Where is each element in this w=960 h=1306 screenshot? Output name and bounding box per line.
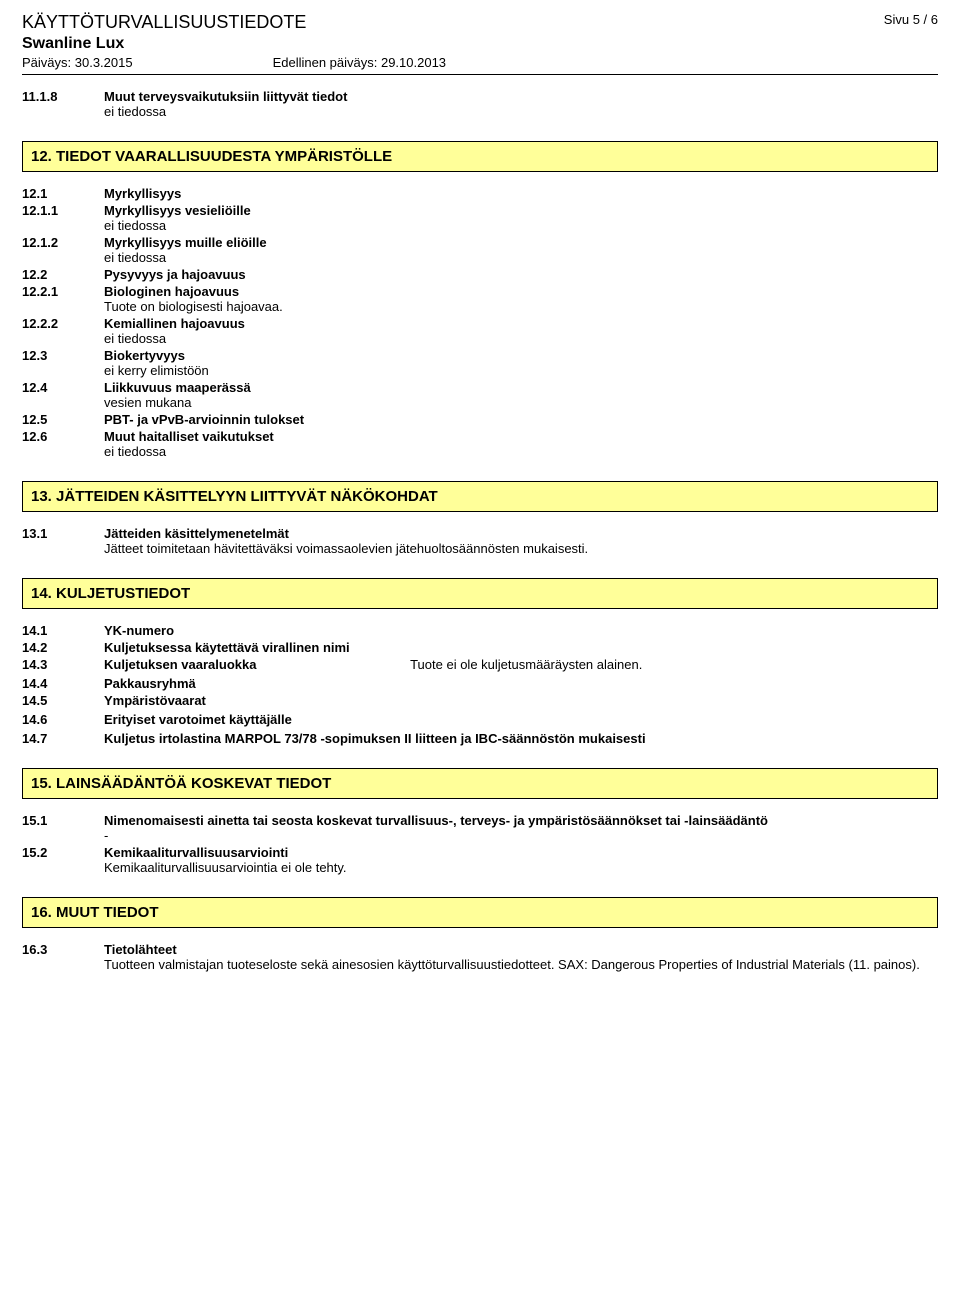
entry-label: Ympäristövaarat: [104, 693, 206, 708]
entry-text: ei tiedossa: [104, 218, 938, 233]
entry-12-1: 12.1 Myrkyllisyys: [22, 186, 938, 201]
entry-label: Pakkausryhmä: [104, 676, 196, 691]
entry-text: -: [104, 828, 938, 843]
entry-num: 12.1.2: [22, 235, 104, 265]
entry-label: Biokertyvyys: [104, 348, 185, 363]
entry-label: Muut terveysvaikutuksiin liittyvät tiedo…: [104, 89, 347, 104]
date-previous: Edellinen päiväys: 29.10.2013: [273, 55, 446, 70]
entry-label: Jätteiden käsittelymenetelmät: [104, 526, 289, 541]
entry-13-1: 13.1 Jätteiden käsittelymenetelmät Jätte…: [22, 526, 938, 556]
entry-14-3: 14.3 Kuljetuksen vaaraluokka Tuote ei ol…: [22, 657, 938, 672]
entry-16-3: 16.3 Tietolähteet Tuotteen valmistajan t…: [22, 942, 938, 972]
entry-label: Kuljetus irtolastina MARPOL 73/78 -sopim…: [104, 731, 646, 746]
entry-14-4: 14.4 Pakkausryhmä: [22, 676, 938, 691]
entry-num: 12.6: [22, 429, 104, 459]
entry-num: 12.5: [22, 412, 104, 427]
section-16-banner: 16. MUUT TIEDOT: [22, 897, 938, 928]
entry-num: 14.1: [22, 623, 104, 638]
entry-label: YK-numero: [104, 623, 174, 638]
entry-label: Kuljetuksen vaaraluokka: [104, 657, 256, 672]
entry-num: 14.5: [22, 693, 104, 708]
entry-label: Kuljetuksessa käytettävä virallinen nimi: [104, 640, 350, 655]
entry-15-1: 15.1 Nimenomaisesti ainetta tai seosta k…: [22, 813, 938, 843]
section-15-banner: 15. LAINSÄÄDÄNTÖÄ KOSKEVAT TIEDOT: [22, 768, 938, 799]
entry-num: 12.2.2: [22, 316, 104, 346]
header-divider: [22, 74, 938, 75]
entry-11-1-8: 11.1.8 Muut terveysvaikutuksiin liittyvä…: [22, 89, 938, 119]
entry-num: 15.2: [22, 845, 104, 875]
entry-label: Nimenomaisesti ainetta tai seosta koskev…: [104, 813, 768, 828]
entry-14-5: 14.5 Ympäristövaarat: [22, 693, 938, 708]
entry-text: Tuotteen valmistajan tuoteseloste sekä a…: [104, 957, 938, 972]
entry-label: Kemikaaliturvallisuusarviointi: [104, 845, 288, 860]
doc-header: KÄYTTÖTURVALLISUUSTIEDOTE Sivu 5 / 6: [22, 12, 938, 33]
entry-num: 13.1: [22, 526, 104, 556]
entry-num: 14.4: [22, 676, 104, 691]
entry-num: 11.1.8: [22, 89, 104, 119]
entry-text: Tuote on biologisesti hajoavaa.: [104, 299, 938, 314]
entry-num: 14.3: [22, 657, 104, 672]
entry-num: 14.6: [22, 712, 104, 727]
entry-12-1-1: 12.1.1 Myrkyllisyys vesieliöille ei tied…: [22, 203, 938, 233]
entry-14-2: 14.2 Kuljetuksessa käytettävä virallinen…: [22, 640, 938, 655]
entry-text: ei tiedossa: [104, 331, 938, 346]
entry-14-1: 14.1 YK-numero: [22, 623, 938, 638]
entry-num: 16.3: [22, 942, 104, 972]
entry-14-6: 14.6 Erityiset varotoimet käyttäjälle: [22, 712, 938, 727]
entry-text: vesien mukana: [104, 395, 938, 410]
entry-num: 12.3: [22, 348, 104, 378]
entry-12-6: 12.6 Muut haitalliset vaikutukset ei tie…: [22, 429, 938, 459]
entry-text: Kemikaaliturvallisuusarviointia ei ole t…: [104, 860, 938, 875]
entry-num: 12.2.1: [22, 284, 104, 314]
entry-num: 12.1.1: [22, 203, 104, 233]
entry-label: Myrkyllisyys vesieliöille: [104, 203, 251, 218]
entry-12-4: 12.4 Liikkuvuus maaperässä vesien mukana: [22, 380, 938, 410]
entry-label: PBT- ja vPvB-arvioinnin tulokset: [104, 412, 304, 427]
entry-label: Muut haitalliset vaikutukset: [104, 429, 274, 444]
date-row: Päiväys: 30.3.2015 Edellinen päiväys: 29…: [22, 55, 938, 70]
entry-label: Kemiallinen hajoavuus: [104, 316, 245, 331]
entry-12-3: 12.3 Biokertyvyys ei kerry elimistöön: [22, 348, 938, 378]
entry-num: 12.1: [22, 186, 104, 201]
entry-label: Myrkyllisyys muille eliöille: [104, 235, 267, 250]
entry-label: Myrkyllisyys: [104, 186, 181, 201]
entry-text: Jätteet toimitetaan hävitettäväksi voima…: [104, 541, 938, 556]
entry-num: 15.1: [22, 813, 104, 843]
doc-title: KÄYTTÖTURVALLISUUSTIEDOTE: [22, 12, 306, 33]
entry-num: 14.2: [22, 640, 104, 655]
entry-text: ei tiedossa: [104, 250, 938, 265]
page-number: Sivu 5 / 6: [884, 12, 938, 27]
entry-num: 14.7: [22, 731, 104, 746]
section-14-banner: 14. KULJETUSTIEDOT: [22, 578, 938, 609]
product-name: Swanline Lux: [22, 35, 938, 53]
entry-label: Pysyvyys ja hajoavuus: [104, 267, 246, 282]
entry-label: Liikkuvuus maaperässä: [104, 380, 251, 395]
entry-14-7: 14.7 Kuljetus irtolastina MARPOL 73/78 -…: [22, 731, 938, 746]
entry-side-text: Tuote ei ole kuljetusmääräysten alainen.: [410, 657, 642, 672]
entry-num: 12.4: [22, 380, 104, 410]
entry-12-5: 12.5 PBT- ja vPvB-arvioinnin tulokset: [22, 412, 938, 427]
section-12-banner: 12. TIEDOT VAARALLISUUDESTA YMPÄRISTÖLLE: [22, 141, 938, 172]
entry-text: ei tiedossa: [104, 444, 938, 459]
section-13-banner: 13. JÄTTEIDEN KÄSITTELYYN LIITTYVÄT NÄKÖ…: [22, 481, 938, 512]
entry-text: ei tiedossa: [104, 104, 938, 119]
entry-12-1-2: 12.1.2 Myrkyllisyys muille eliöille ei t…: [22, 235, 938, 265]
entry-12-2: 12.2 Pysyvyys ja hajoavuus: [22, 267, 938, 282]
entry-12-2-1: 12.2.1 Biologinen hajoavuus Tuote on bio…: [22, 284, 938, 314]
entry-15-2: 15.2 Kemikaaliturvallisuusarviointi Kemi…: [22, 845, 938, 875]
entry-text: ei kerry elimistöön: [104, 363, 938, 378]
entry-num: 12.2: [22, 267, 104, 282]
entry-label: Tietolähteet: [104, 942, 177, 957]
date-current: Päiväys: 30.3.2015: [22, 55, 133, 70]
entry-label: Biologinen hajoavuus: [104, 284, 239, 299]
entry-12-2-2: 12.2.2 Kemiallinen hajoavuus ei tiedossa: [22, 316, 938, 346]
entry-label: Erityiset varotoimet käyttäjälle: [104, 712, 292, 727]
